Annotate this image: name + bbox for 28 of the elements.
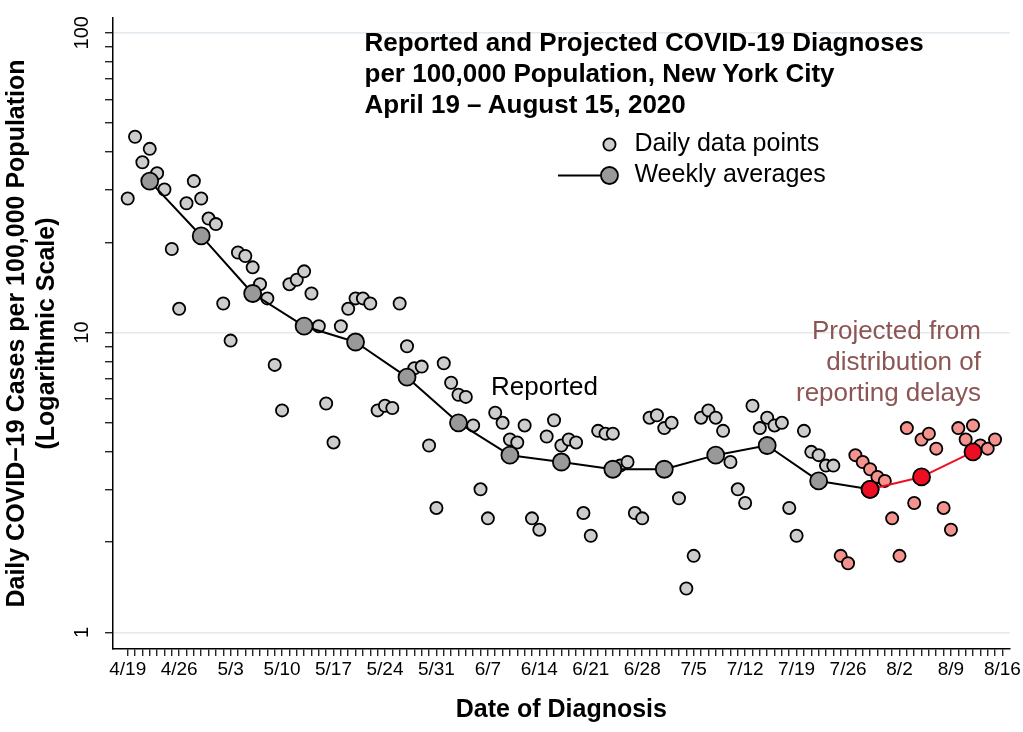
x-tick-label: 5/17 — [315, 657, 353, 679]
x-tick-label: 6/7 — [474, 657, 502, 679]
y-axis-title: Daily COVID−19 Cases per 100,000 Population (Logarithmic Scale) — [0, 59, 59, 608]
x-tick-label: 5/10 — [263, 657, 301, 679]
text: Reported and Projected COVID-19 Diagnoses per 100,000 Population, New York City April 19 – August 15, 2020 — [364, 27, 924, 119]
legend-label: Daily data points — [634, 128, 820, 157]
x-tick-label: 6/28 — [623, 657, 661, 679]
y-tick-label: 10 — [69, 321, 92, 344]
x-tick-label: 6/14 — [520, 657, 559, 679]
x-tick-label: 5/31 — [417, 657, 455, 679]
x-tick-label: 5/24 — [366, 657, 404, 679]
annotation: Reported — [491, 371, 598, 402]
x-tick-label: 8/9 — [937, 657, 965, 679]
x-tick-label: 8/2 — [886, 657, 913, 679]
x-tick-label: 7/26 — [829, 657, 867, 679]
x-tick-label: 7/5 — [680, 657, 707, 679]
x-tick-label: 7/19 — [778, 657, 816, 679]
x-tick-label: 5/3 — [217, 657, 244, 679]
x-axis-title: Date of Diagnosis — [455, 693, 667, 722]
legend-label: Weekly averages — [634, 159, 826, 188]
y-tick-label: 1 — [69, 626, 92, 638]
x-tick-label: 4/26 — [160, 657, 198, 679]
x-tick-label: 4/19 — [109, 657, 147, 679]
x-tick-label: 8/16 — [983, 657, 1021, 679]
x-tick-label: 6/21 — [572, 657, 610, 679]
x-tick-label: 7/12 — [726, 657, 764, 679]
y-tick-label: 100 — [69, 16, 92, 50]
annotation: Projected from distribution of reporting delays — [796, 315, 982, 408]
